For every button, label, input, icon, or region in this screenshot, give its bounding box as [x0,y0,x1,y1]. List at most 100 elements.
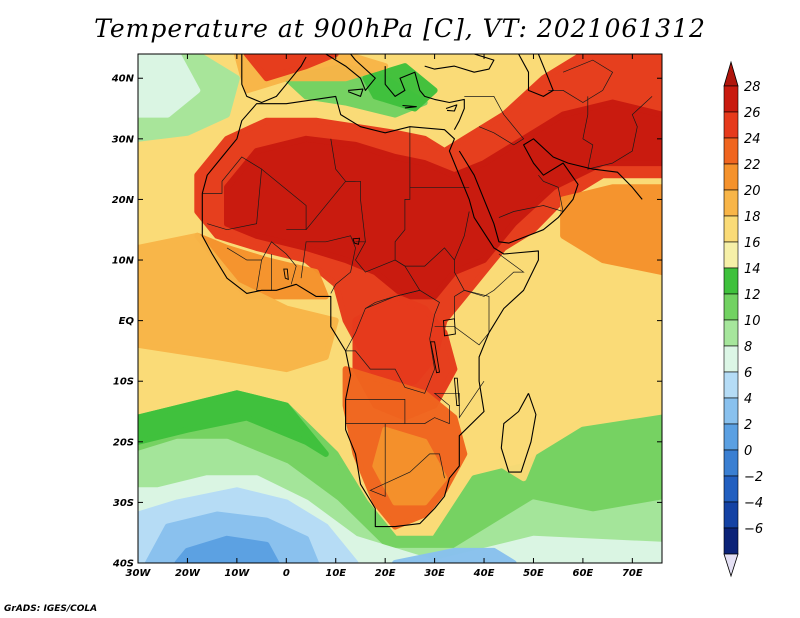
border-turkmen [548,59,614,103]
lon-tick-label: 20W [175,568,201,579]
colorbar-label: −6 [744,522,763,537]
lat-tick-label: 30S [113,498,134,509]
colorbar-swatch [723,397,739,425]
coastline-africa-coast [201,95,539,528]
temp-region-south-atlantic-green-band [138,390,329,457]
colorbar-top-arrow [723,60,739,87]
colorbar-swatch [723,527,739,555]
colorbar-label: 10 [744,314,761,329]
colorbar-label: 6 [744,366,752,381]
colorbar-swatch [723,137,739,165]
lon-tick-label: 70E [622,568,643,579]
lon-tick-label: 40E [473,568,495,579]
lake-lake-tanganyika [430,341,441,374]
border-namibia-botswana-sa [369,423,445,497]
lon-tick-label: 60E [573,568,594,579]
colorbar-label: 28 [744,80,761,95]
temp-region-southern-africa-amber [372,426,448,506]
lake-lake-volta [283,268,289,281]
colorbar-label: 26 [744,106,761,121]
temp-region-sahara-core [224,99,662,300]
colorbar-swatch [723,215,739,243]
colorbar-swatch [723,345,739,373]
colorbar-swatch [723,319,739,347]
colorbar-swatch [723,449,739,477]
border-west-africa-inner [226,241,297,285]
border-niger-chad [305,180,366,243]
coastline-greece-turkey-coast [384,66,465,130]
colorbar-swatch [723,189,739,217]
border-kenya-tanzania [434,289,490,346]
temp-region-europe-red [243,54,339,82]
latitude-axis: 40N 30N 20N 10N EQ 10S 20S 30S 40S [111,74,662,570]
temp-region-arabian-orange [560,184,662,276]
lat-tick-label: 40S [112,559,134,570]
border-zambia-zim-moz [404,381,485,425]
temp-region-atlantic-north-light [138,54,201,118]
lat-tick-label: 10S [113,377,134,388]
colorbar-label: 4 [744,392,752,407]
plot-frame [137,53,663,564]
lake-lake-malawi [453,377,460,406]
coastline-caspian [518,54,554,97]
coastline-italy-coast [325,54,376,91]
border-iran-afghan-pak [582,96,653,170]
lake-lake-victoria [443,318,456,337]
grads-credit: GrADS: IGES/COLA [4,604,98,614]
map-title: Temperature at 900hPa [C], VT: 202106131… [94,14,706,43]
colorbar-label: 20 [744,184,761,199]
colorbar-swatch [723,293,739,321]
colorbar-label: 2 [744,418,752,433]
colorbar-label: 8 [744,340,752,355]
lon-tick-label: 10W [224,568,250,579]
colorbar-swatch [723,267,739,295]
lon-tick-label: 20E [375,568,396,579]
coastline-sri-lanka [677,266,687,278]
colorbar-label: 12 [744,288,761,303]
colorbar-swatch [723,85,739,113]
lat-tick-label: 30N [112,134,135,145]
coastline-black-sea [424,54,495,73]
colorbar-label: −2 [744,470,763,485]
coastline-cyprus [445,104,458,112]
lat-tick-label: EQ [119,316,135,327]
lat-tick-label: 40N [111,74,135,85]
lon-tick-label: 30W [126,568,152,579]
colorbar-label: 0 [744,444,752,459]
temp-region-aegean-green [362,63,438,112]
colorbar-bottom-arrow [723,553,739,578]
coastline-madagascar [500,393,537,473]
border-ethiopia [454,211,525,297]
border-sudan-southsudan [404,247,455,267]
border-iraq-saudi-jordan [464,96,525,146]
colorbar-label: 16 [744,236,761,251]
lat-tick-label: 10N [112,256,135,267]
border-drc [345,289,440,394]
coastline-sicily [347,88,364,97]
coastline-iberia-coast [241,54,307,104]
colorbar-label: −4 [744,496,763,511]
colorbar-label: 14 [744,262,761,277]
colorbar-label: 18 [744,210,761,225]
lon-tick-label: 30E [424,568,445,579]
temp-region-madagascar-yellow [495,390,542,482]
border-mauritania [202,156,262,231]
colorbar-swatch [723,475,739,503]
lon-tick-label: 0 [283,568,290,579]
colorbar-swatch [723,371,739,399]
plot-area [138,54,687,563]
lon-tick-label: 10E [325,568,346,579]
colorbar-swatch [723,111,739,139]
temp-region-gulf-guinea-amber [138,232,339,373]
colorbar-label: 24 [744,132,761,147]
lon-tick-label: 50E [523,568,544,579]
lake-lake-chad [352,237,361,245]
longitude-axis: 30W 20W 10W 0 10E 20E 30E 40E 50E 60E 70E [126,54,643,579]
lat-tick-label: 20N [112,195,135,206]
colorbar-swatch [723,423,739,451]
temp-region-south-atlantic-blue3 [174,535,280,563]
border-mali-algeria [261,168,307,231]
lat-tick-label: 20S [113,437,134,448]
coastline-crete [402,104,417,109]
